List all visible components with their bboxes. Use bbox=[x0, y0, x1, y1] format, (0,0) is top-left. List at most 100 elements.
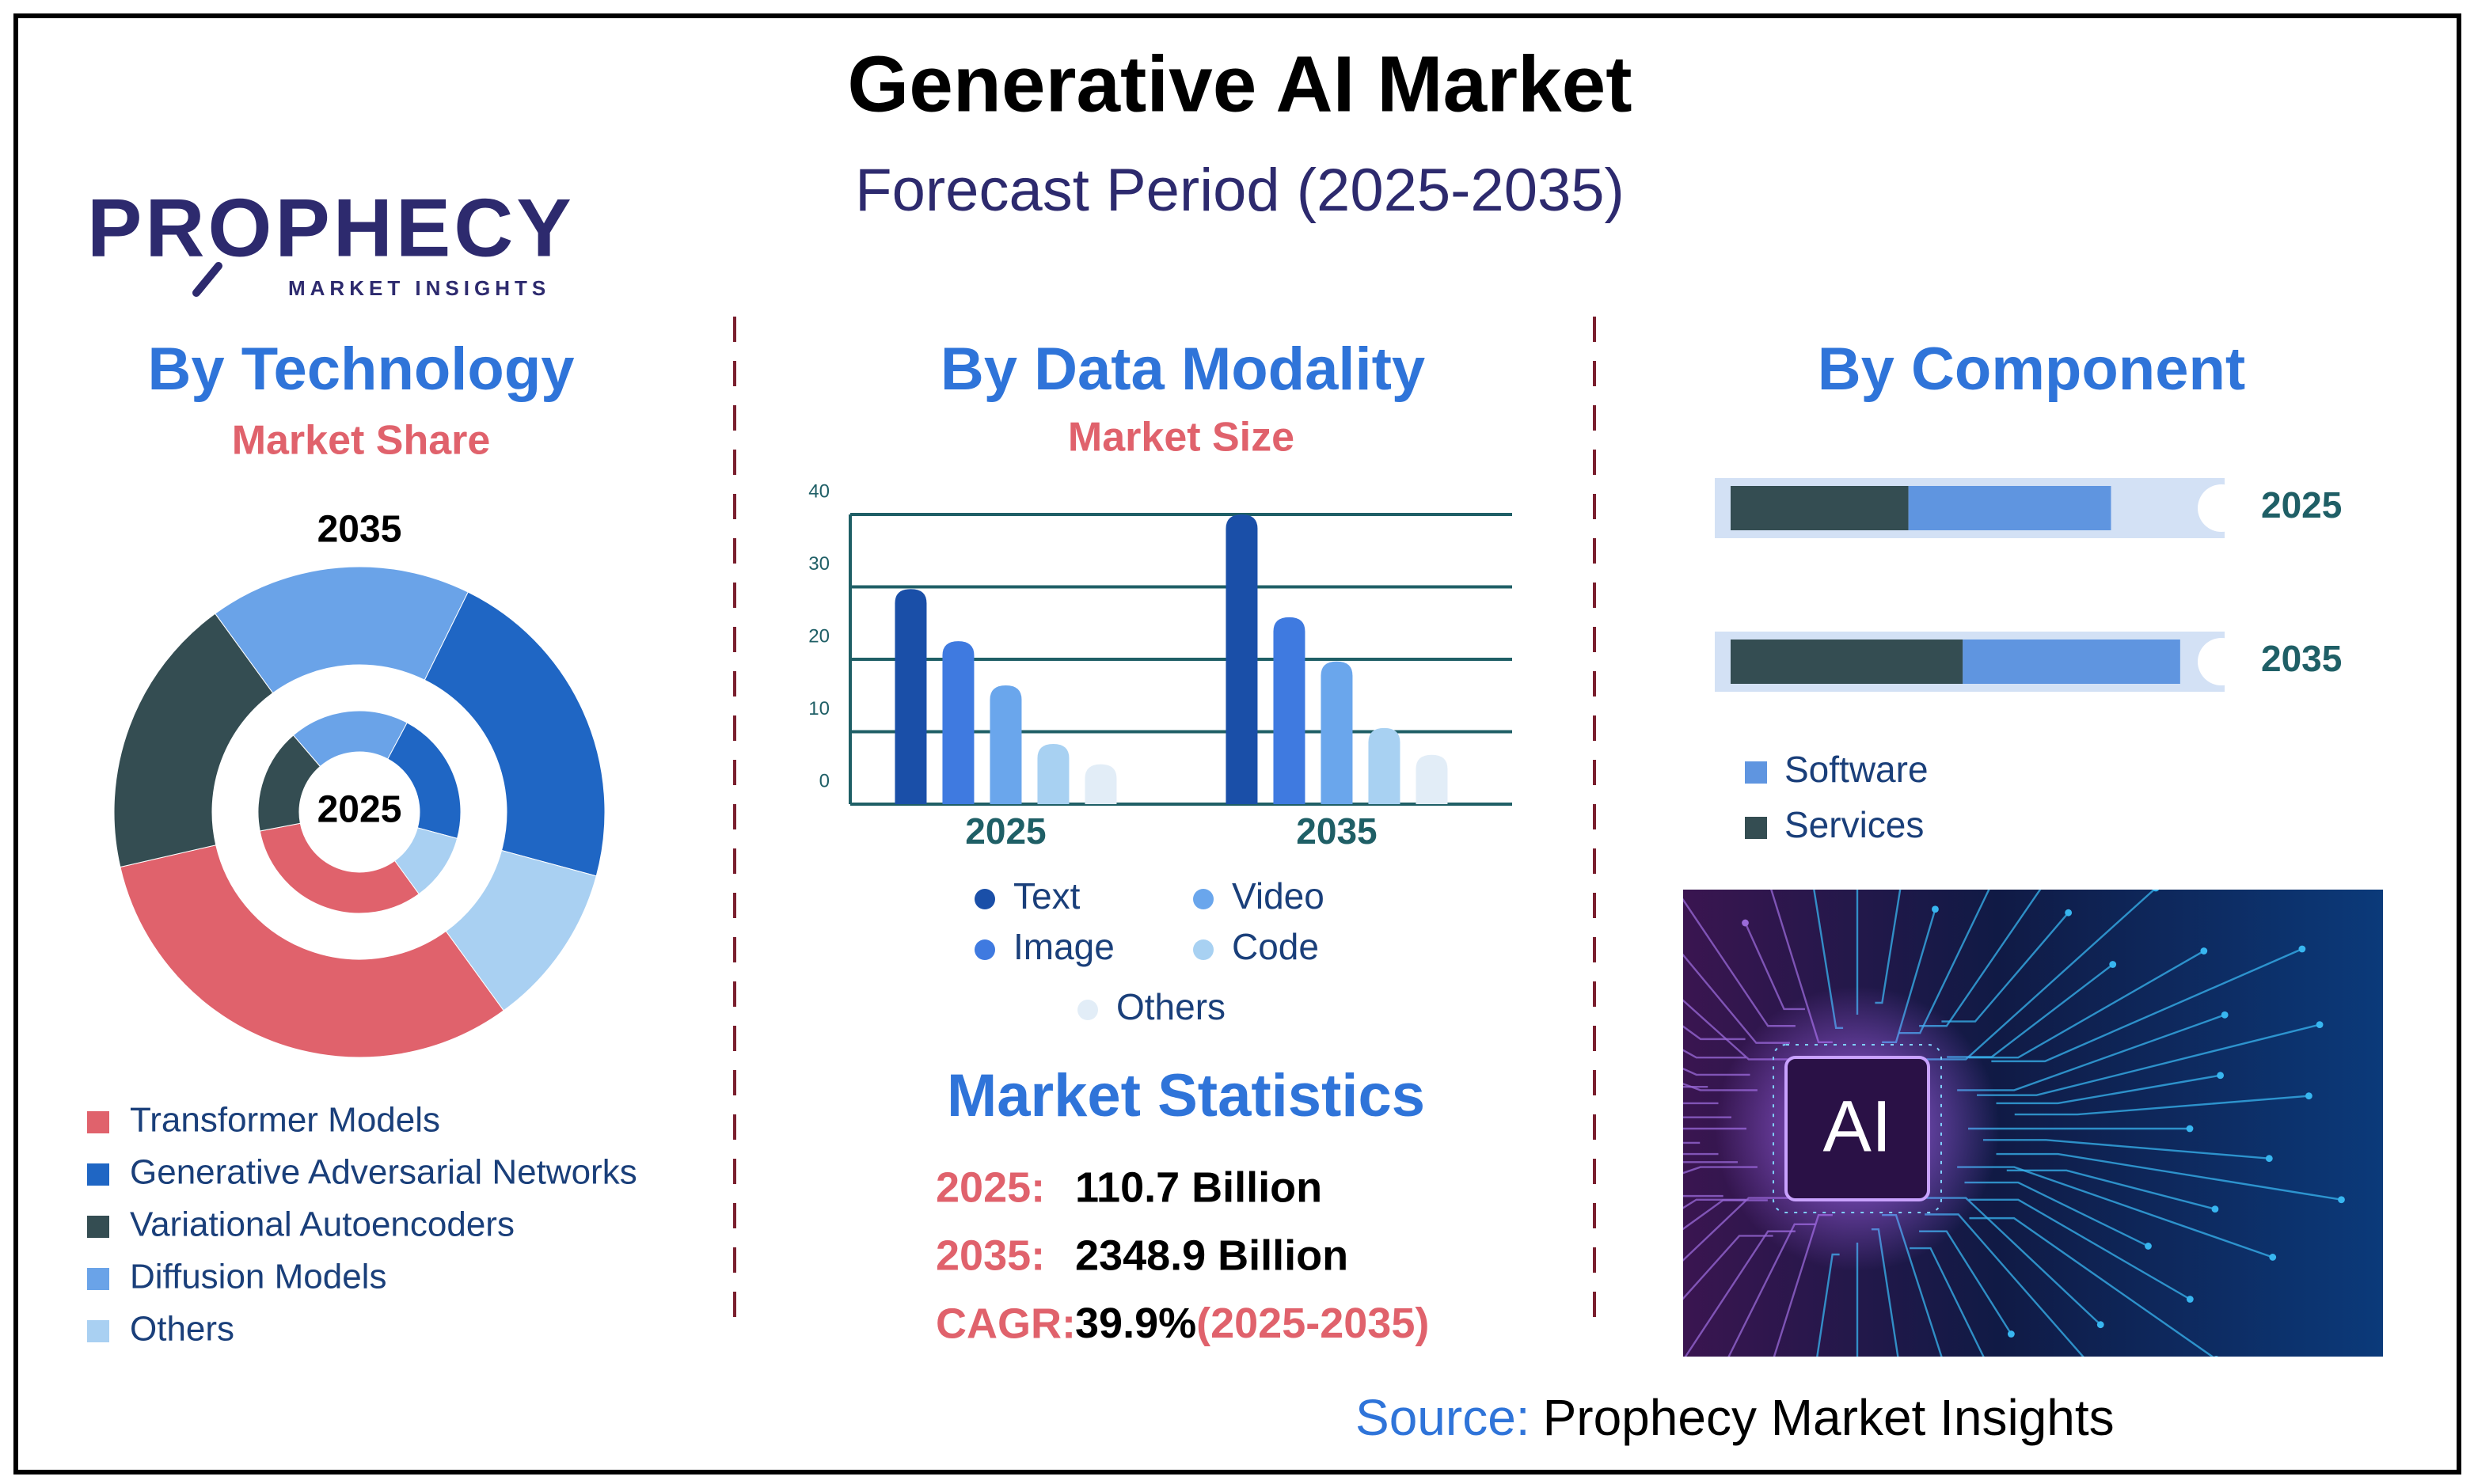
circuit-line bbox=[1996, 1074, 2221, 1105]
legend-swatch bbox=[1745, 761, 1767, 784]
circuit-line bbox=[1968, 950, 2205, 1059]
circuit-node bbox=[2211, 1205, 2219, 1213]
circuit-node bbox=[2221, 1011, 2229, 1019]
bar bbox=[1085, 764, 1117, 804]
circuit-node bbox=[2065, 909, 2073, 917]
circuit-node bbox=[2096, 1321, 2104, 1329]
logo-handle bbox=[192, 262, 222, 297]
legend-swatch bbox=[87, 1216, 109, 1238]
bar bbox=[1321, 661, 1353, 804]
bar-segment bbox=[1908, 486, 2111, 530]
legend-swatch bbox=[87, 1163, 109, 1186]
circuit-line bbox=[1683, 1235, 1773, 1300]
ring-label: 2035 bbox=[317, 509, 402, 551]
circuit-line bbox=[1968, 1198, 2191, 1300]
circuit-line bbox=[2014, 1095, 2309, 1116]
ai-image: AI bbox=[1683, 890, 2383, 1357]
circuit-line bbox=[1982, 1139, 2270, 1159]
donut-segment bbox=[120, 844, 504, 1058]
logo: PROPHECY MARKET INSIGHTS bbox=[87, 182, 572, 300]
legend-label: Code bbox=[1232, 926, 1319, 967]
legend-label: Variational Autoencoders bbox=[130, 1205, 515, 1244]
stat-value: 2348.9 Billion bbox=[1075, 1232, 1348, 1279]
stat-value: 39.9% bbox=[1075, 1300, 1196, 1347]
legend-label: Services bbox=[1784, 804, 1924, 845]
source-label: Source: bbox=[1355, 1389, 1530, 1446]
bar bbox=[1273, 617, 1305, 804]
circuit-node bbox=[2153, 890, 2160, 892]
circuit-node bbox=[2316, 1021, 2324, 1029]
category-label: 2025 bbox=[2261, 484, 2342, 526]
circuit-node bbox=[2186, 1125, 2194, 1133]
legend-swatch bbox=[1193, 889, 1214, 909]
section-subtitle: Market Size bbox=[1068, 415, 1294, 461]
circuit-line bbox=[1977, 1023, 2320, 1096]
circuit-line bbox=[1683, 1116, 1732, 1118]
circuit-line bbox=[1683, 1194, 1723, 1197]
y-tick-label: 40 bbox=[808, 480, 830, 502]
bar bbox=[1416, 754, 1448, 804]
category-label: 2035 bbox=[2261, 638, 2342, 679]
bar bbox=[990, 685, 1022, 804]
circuit-node bbox=[1932, 905, 1939, 913]
source: Source: Prophecy Market Insights bbox=[1355, 1389, 2115, 1446]
section-title: By Component bbox=[1818, 336, 2245, 403]
bar bbox=[1037, 744, 1070, 804]
bar bbox=[895, 589, 927, 804]
legend-label: Text bbox=[1013, 875, 1081, 917]
stat-label: 2025: bbox=[936, 1163, 1045, 1211]
statistics-title: Market Statistics bbox=[947, 1062, 1425, 1129]
x-tick-label: 2035 bbox=[1296, 810, 1377, 852]
source-text: Prophecy Market Insights bbox=[1543, 1389, 2115, 1446]
donut-segment bbox=[445, 849, 597, 1011]
stat-label: CAGR: bbox=[936, 1300, 1076, 1347]
bar bbox=[1368, 727, 1400, 804]
circuit-node bbox=[2200, 947, 2208, 955]
legend-label: Transformer Models bbox=[130, 1101, 440, 1140]
circuit-node bbox=[2305, 1092, 2312, 1100]
legend-label: Others bbox=[130, 1310, 234, 1349]
circuit-line bbox=[1683, 1085, 1708, 1088]
page-subtitle: Forecast Period (2025-2035) bbox=[855, 157, 1625, 224]
circuit-line bbox=[1683, 1049, 1746, 1059]
bar-segment bbox=[1731, 640, 1963, 684]
circuit-node bbox=[2338, 1196, 2345, 1204]
legend-swatch bbox=[975, 889, 995, 909]
legend-label: Others bbox=[1116, 986, 1226, 1027]
circuit-node bbox=[2298, 945, 2306, 953]
circuit-line bbox=[1683, 1161, 1738, 1163]
legend-label: Diffusion Models bbox=[130, 1258, 386, 1296]
page-title: Generative AI Market bbox=[847, 40, 1632, 128]
donut-segment bbox=[424, 591, 606, 877]
bar bbox=[1226, 514, 1258, 804]
bar-segment bbox=[1731, 486, 1909, 530]
legend-swatch bbox=[975, 939, 995, 960]
circuit-node bbox=[2217, 1072, 2225, 1080]
circuit-line bbox=[1683, 1198, 1746, 1209]
logo-tagline: MARKET INSIGHTS bbox=[288, 276, 550, 300]
donut-segment bbox=[259, 822, 420, 914]
stat-value-line: 39.9%(2025-2035) bbox=[1075, 1300, 1429, 1347]
chip bbox=[1784, 1056, 1930, 1201]
legend-swatch bbox=[1193, 939, 1214, 960]
x-tick-label: 2025 bbox=[965, 810, 1046, 852]
stat-label: 2035: bbox=[936, 1232, 1045, 1279]
circuit-line bbox=[1683, 1025, 1746, 1041]
legend-label: Video bbox=[1232, 875, 1324, 917]
stat-note: (2025-2035) bbox=[1196, 1300, 1429, 1347]
circuit-node bbox=[2109, 961, 2117, 968]
track-notch bbox=[2198, 638, 2245, 685]
circuit-line bbox=[1941, 912, 2069, 1023]
legend-swatch bbox=[1745, 817, 1767, 839]
section-title: By Data Modality bbox=[941, 336, 1425, 403]
section-subtitle: Market Share bbox=[232, 418, 491, 464]
circuit-node bbox=[1742, 919, 1749, 927]
donut-segment bbox=[393, 827, 458, 895]
legend-label: Image bbox=[1013, 926, 1115, 967]
ring-label: 2025 bbox=[317, 789, 402, 831]
legend-swatch bbox=[1077, 1000, 1098, 1020]
circuit-line bbox=[1683, 1102, 1719, 1105]
track-notch bbox=[2198, 484, 2245, 532]
